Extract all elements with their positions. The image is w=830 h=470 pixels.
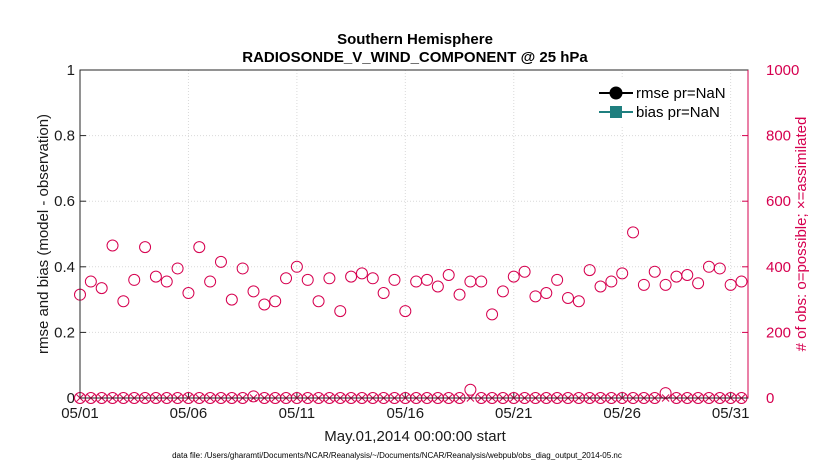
possible-point-29 (388, 273, 401, 286)
possible-point-60 (724, 278, 737, 291)
possible-point-32 (421, 273, 434, 286)
possible-point-47 (583, 264, 596, 277)
x-tick-label-5: 05/26 (603, 405, 641, 422)
possible-point-42 (529, 290, 542, 303)
y-right-tick-label-0: 0 (766, 390, 774, 407)
possible-point-20 (290, 260, 303, 273)
possible-point-4 (117, 295, 130, 308)
y-axis-right-label: # of obs: o=possible; ×=assimilated (793, 117, 810, 352)
y-axis-right-ticks: 0 200 400 600 800 1000 (742, 62, 799, 407)
possible-point-37 (475, 275, 488, 288)
y-right-tick-label-1: 200 (766, 324, 791, 341)
possible-point-2 (95, 282, 108, 295)
possible-point-7 (149, 270, 162, 283)
y-right-tick-label-4: 800 (766, 128, 791, 145)
possible-point-43 (540, 287, 553, 300)
y-left-tick-label-3: 0.6 (54, 193, 75, 210)
possible-point-41 (518, 265, 531, 278)
possible-zero-point-36 (464, 383, 477, 396)
y-left-tick-label-5: 1 (67, 62, 75, 79)
possible-point-61 (735, 275, 748, 288)
x-tick-label-0: 05/01 (61, 405, 99, 422)
x-tick-label-4: 05/21 (495, 405, 533, 422)
possible-zero-point-54 (659, 387, 672, 400)
possible-point-56 (681, 269, 694, 281)
y-left-tick-label-4: 0.8 (54, 128, 75, 145)
possible-point-11 (193, 241, 206, 254)
x-tick-label-6: 05/31 (712, 405, 750, 422)
possible-point-24 (334, 305, 347, 318)
possible-point-15 (236, 262, 249, 275)
possible-point-12 (204, 275, 217, 288)
legend: rmse pr=NaN bias pr=NaN (592, 78, 730, 126)
possible-point-52 (637, 278, 650, 291)
possible-point-53 (648, 265, 661, 278)
y-left-tick-label-0: 0 (67, 390, 75, 407)
y-left-tick-label-2: 0.4 (54, 259, 75, 276)
possible-point-18 (269, 295, 282, 308)
possible-point-54 (659, 278, 672, 291)
possible-point-48 (594, 280, 607, 293)
y-right-tick-label-5: 1000 (766, 62, 799, 79)
y-axis-left-label: rmse and bias (model - observation) (35, 114, 52, 354)
possible-point-57 (692, 277, 705, 290)
possible-point-3 (106, 239, 119, 252)
y-axis-left-ticks: 0 0.2 0.4 0.6 0.8 1 (54, 62, 86, 407)
y-right-tick-label-2: 400 (766, 259, 791, 276)
possible-point-9 (171, 262, 184, 275)
possible-point-33 (431, 280, 444, 293)
possible-point-59 (713, 262, 726, 275)
possible-point-19 (280, 272, 293, 285)
possible-point-44 (551, 273, 564, 286)
series-possible (74, 226, 748, 321)
legend-bias-label: bias pr=NaN (636, 104, 720, 121)
possible-point-1 (84, 275, 97, 288)
possible-point-30 (399, 305, 412, 318)
possible-point-25 (345, 270, 358, 283)
possible-point-21 (301, 273, 314, 286)
possible-point-38 (486, 308, 499, 321)
x-tick-label-2: 05/11 (279, 405, 315, 422)
possible-point-40 (507, 270, 520, 283)
possible-point-50 (616, 267, 629, 280)
possible-point-10 (182, 287, 195, 300)
possible-point-6 (139, 241, 152, 254)
possible-point-46 (572, 295, 585, 308)
possible-point-26 (355, 267, 368, 280)
chart-title-line-1: Southern Hemisphere (337, 31, 493, 48)
legend-rmse-label: rmse pr=NaN (636, 85, 726, 102)
x-tick-label-3: 05/16 (387, 405, 425, 422)
legend-rmse-marker (609, 86, 623, 100)
possible-point-27 (366, 272, 379, 285)
possible-point-5 (128, 273, 141, 286)
possible-point-45 (561, 291, 574, 304)
possible-point-49 (605, 275, 618, 288)
x-axis-label: May.01,2014 00:00:00 start (324, 428, 506, 445)
possible-point-34 (442, 269, 455, 281)
possible-point-35 (453, 288, 466, 301)
legend-bias-marker (610, 106, 622, 118)
y-left-tick-label-1: 0.2 (54, 324, 75, 341)
possible-point-39 (496, 285, 509, 298)
chart-title-line-2: RADIOSONDE_V_WIND_COMPONENT @ 25 hPa (242, 49, 588, 66)
possible-point-22 (312, 295, 325, 308)
y-right-tick-label-3: 600 (766, 193, 791, 210)
possible-point-23 (323, 272, 336, 285)
x-tick-label-1: 05/06 (170, 405, 208, 422)
possible-point-28 (377, 287, 390, 300)
possible-point-8 (160, 275, 173, 288)
possible-point-51 (627, 226, 640, 239)
possible-point-16 (247, 285, 260, 298)
possible-point-14 (225, 293, 238, 306)
x-axis-ticks: 05/01 05/06 05/11 05/16 05/21 05/26 05/31 (61, 392, 749, 422)
possible-point-17 (258, 298, 271, 311)
data-file-footer: data file: /Users/gharamti/Documents/NCA… (172, 451, 622, 460)
possible-point-13 (214, 255, 227, 268)
